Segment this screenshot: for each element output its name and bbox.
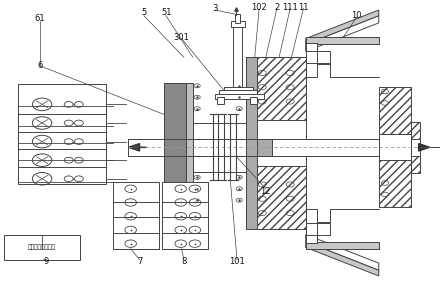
Text: 101: 101 [229,257,245,266]
Bar [306,223,330,235]
Bar [224,87,253,90]
Text: 11: 11 [298,3,309,12]
Text: 3: 3 [212,4,218,13]
Bar [246,57,306,120]
Text: 数据采集分析模块: 数据采集分析模块 [28,245,56,250]
Bar [4,235,80,260]
Bar [411,122,420,173]
Bar [235,14,240,23]
Text: 8: 8 [181,257,187,266]
Text: 2: 2 [274,3,280,12]
Bar [231,21,245,27]
Bar [219,90,257,97]
Bar [246,139,272,156]
Bar [217,97,224,104]
Text: 102: 102 [251,3,267,12]
Bar [379,87,411,207]
Bar [246,57,257,229]
Text: 10: 10 [351,11,362,20]
Bar [250,97,257,104]
Bar [246,166,306,229]
Polygon shape [306,242,379,276]
Polygon shape [306,16,379,51]
Text: 301: 301 [174,33,190,42]
Bar [113,182,159,249]
Bar [306,37,379,44]
Polygon shape [306,10,379,44]
Text: 9: 9 [44,257,49,266]
Bar [164,83,186,203]
Bar [246,57,306,229]
Text: 12: 12 [260,187,271,196]
Bar [306,43,317,77]
Text: 51: 51 [161,8,171,17]
Polygon shape [306,235,379,270]
Bar [233,24,242,87]
Bar [193,123,246,172]
Text: 6: 6 [37,61,43,70]
Bar [379,134,411,160]
Bar [411,139,420,156]
Bar [306,51,330,63]
Bar [215,94,264,99]
Bar [18,84,106,184]
Polygon shape [128,144,140,151]
Bar [306,209,317,243]
Bar [128,139,379,156]
Text: 111: 111 [282,3,298,12]
Text: 5: 5 [141,8,147,17]
Text: 7: 7 [137,257,142,266]
Text: 61: 61 [35,14,45,23]
Polygon shape [419,144,430,151]
Bar [186,83,193,203]
Bar [162,182,208,249]
Bar [306,242,379,249]
